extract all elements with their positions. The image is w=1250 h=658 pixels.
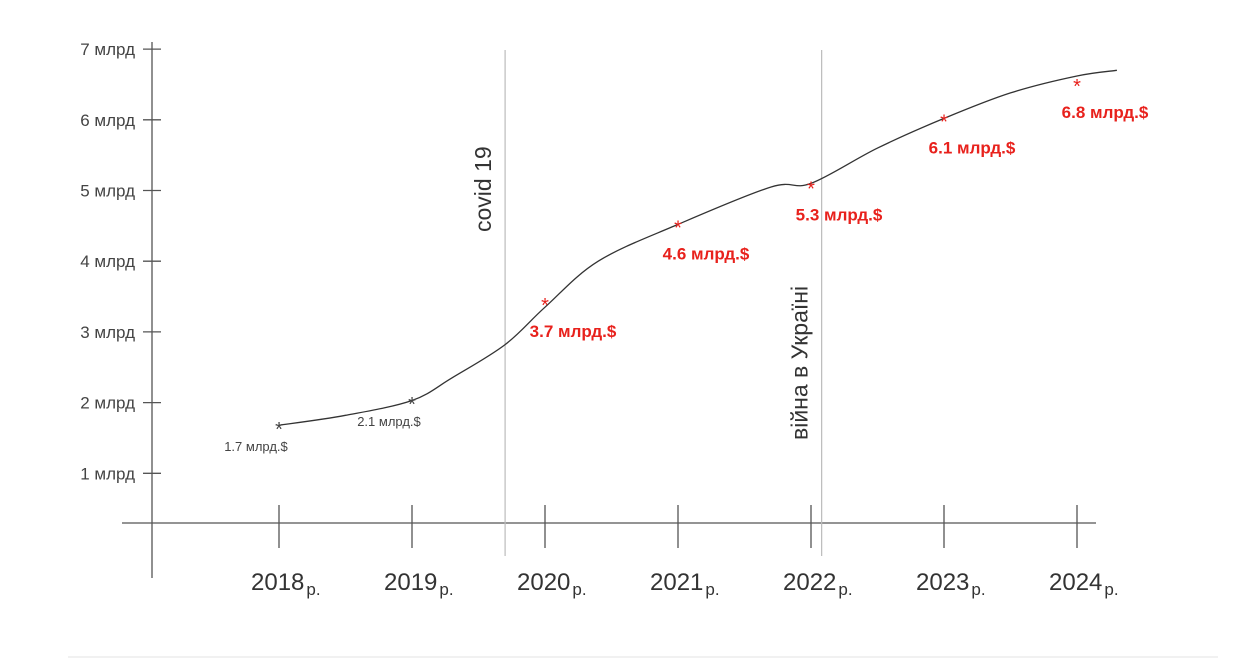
data-point-marker: * [940, 111, 948, 133]
data-point-marker: * [408, 394, 416, 416]
x-tick-label: 2023 р. [916, 569, 986, 599]
data-label: 6.8 млрд.$ [1062, 103, 1149, 122]
data-label: 1.7 млрд.$ [224, 439, 288, 454]
data-point-marker: * [1073, 76, 1081, 98]
x-tick-suffix: р. [971, 580, 985, 599]
axes: 1 млрд 2 млрд 3 млрд 4 млрд 5 млрд 6 млрд 7 мл… [80, 40, 1118, 599]
x-tick-suffix: р. [439, 580, 453, 599]
event-markers: covid 19 війна в Україні [470, 50, 823, 556]
x-tick-year: 2024 [1049, 569, 1102, 596]
data-label: 6.1 млрд.$ [929, 138, 1016, 157]
data-label: 5.3 млрд.$ [796, 205, 883, 224]
x-tick-label: 2020 р. [517, 569, 587, 599]
data-label: 3.7 млрд.$ [530, 322, 617, 341]
data-point-marker: * [674, 217, 682, 239]
x-tick-suffix: р. [705, 580, 719, 599]
event-label: covid 19 [470, 146, 496, 232]
trend-curve [278, 69, 1117, 426]
data-points: *1.7 млрд.$*2.1 млрд.$*3.7 млрд.$*4.6 мл… [224, 76, 1149, 454]
x-tick-label: 2022 р. [783, 569, 853, 599]
y-tick-label: 5 млрд [80, 182, 135, 201]
x-tick-label: 2018 р. [251, 569, 321, 599]
trend-line [278, 69, 1117, 426]
x-tick-suffix: р. [1104, 580, 1118, 599]
x-tick-suffix: р. [306, 580, 320, 599]
x-tick-year: 2022 [783, 569, 836, 596]
bottom-divider [68, 656, 1218, 658]
y-tick-label: 4 млрд [80, 252, 135, 271]
data-point-marker: * [807, 178, 815, 200]
y-tick-label: 7 млрд [80, 40, 135, 59]
data-label: 4.6 млрд.$ [663, 244, 750, 263]
y-tick-label: 3 млрд [80, 323, 135, 342]
data-point-marker: * [275, 419, 283, 441]
x-tick-year: 2021 [650, 569, 703, 596]
y-tick-label: 6 млрд [80, 111, 135, 130]
x-tick-year: 2020 [517, 569, 570, 596]
y-tick-label: 1 млрд [80, 464, 135, 483]
x-tick-suffix: р. [572, 580, 586, 599]
x-tick-label: 2021 р. [650, 569, 720, 599]
data-label: 2.1 млрд.$ [357, 414, 421, 429]
x-tick-year: 2023 [916, 569, 969, 596]
x-tick-label: 2019 р. [384, 569, 454, 599]
y-tick-label: 2 млрд [80, 394, 135, 413]
event-label: війна в Україні [787, 286, 813, 440]
x-tick-suffix: р. [838, 580, 852, 599]
x-tick-year: 2018 [251, 569, 304, 596]
data-point-marker: * [541, 295, 549, 317]
x-tick-year: 2019 [384, 569, 437, 596]
x-tick-label: 2024 р. [1049, 569, 1119, 599]
